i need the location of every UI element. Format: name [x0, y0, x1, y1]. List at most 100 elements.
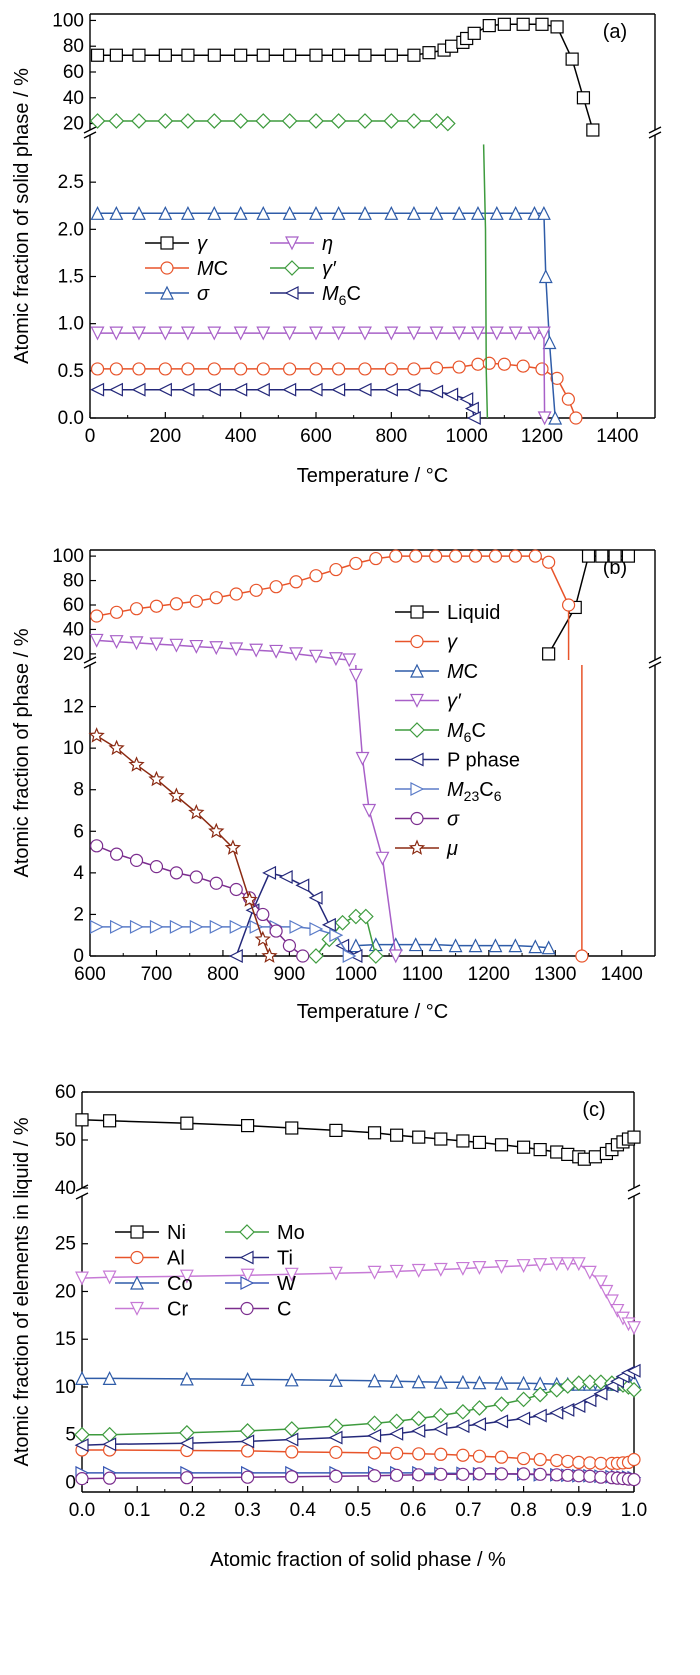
x-tick-label: 1200 — [468, 964, 510, 985]
data-point — [328, 1430, 343, 1445]
data-point — [455, 1261, 470, 1276]
data-point — [109, 847, 124, 861]
data-point — [561, 1147, 575, 1162]
legend-label: σ — [197, 283, 210, 305]
legend-label: M23C6 — [447, 779, 502, 804]
legend-label: Al — [167, 1248, 185, 1270]
legend-label: η — [322, 233, 333, 255]
data-point — [308, 890, 323, 905]
data-point — [357, 113, 373, 129]
y-tick-label: 100 — [52, 10, 84, 31]
data-point — [289, 575, 303, 589]
legend-label: Co — [167, 1273, 193, 1295]
data-point — [472, 1135, 487, 1150]
axis-break-mark — [648, 131, 662, 139]
data-point — [331, 382, 346, 397]
series-MC — [90, 356, 583, 425]
data-point — [533, 1467, 547, 1481]
data-point — [131, 113, 147, 129]
data-point — [561, 1454, 575, 1469]
data-point — [181, 362, 195, 376]
data-point — [358, 362, 372, 376]
data-point — [561, 1468, 575, 1482]
data-point — [390, 1128, 404, 1142]
series-σ — [90, 839, 310, 963]
data-point — [329, 928, 344, 943]
data-point — [471, 1400, 488, 1416]
data-point — [455, 1374, 470, 1389]
data-point — [452, 360, 466, 374]
data-point — [109, 605, 124, 619]
data-point — [412, 1447, 426, 1461]
series-line — [482, 144, 489, 419]
y-tick-label: 2.5 — [58, 172, 84, 193]
data-point — [229, 919, 244, 934]
legend-label: W — [277, 1273, 296, 1295]
data-point — [508, 205, 523, 220]
data-point — [366, 1415, 383, 1432]
axis-break-mark — [83, 656, 97, 664]
data-point — [537, 411, 552, 426]
legend-marker — [240, 1301, 254, 1316]
data-point — [282, 939, 297, 953]
data-point — [229, 587, 243, 601]
data-point — [282, 382, 297, 397]
legend-marker — [285, 236, 299, 251]
data-point — [256, 48, 270, 62]
data-point — [535, 17, 549, 31]
data-point — [470, 326, 485, 341]
data-point — [209, 876, 223, 890]
data-point — [109, 48, 123, 62]
data-point — [516, 1467, 531, 1481]
legend-label: γ′ — [447, 691, 462, 713]
x-tick-label: 0.3 — [234, 1500, 260, 1521]
data-point — [283, 48, 297, 62]
data-point — [284, 1432, 299, 1447]
data-point — [367, 1428, 382, 1443]
data-point — [604, 1294, 619, 1309]
data-point — [149, 637, 164, 652]
data-point — [508, 938, 523, 953]
legend-marker — [239, 1224, 255, 1240]
data-point — [262, 865, 277, 880]
data-point — [75, 1113, 89, 1127]
axis-break-mark — [83, 131, 97, 139]
data-point — [456, 1467, 470, 1481]
data-point — [444, 387, 459, 402]
series-line — [97, 23, 594, 131]
data-point — [129, 853, 144, 867]
data-point — [261, 947, 278, 963]
data-point — [321, 917, 336, 932]
data-point — [332, 362, 346, 376]
data-point — [516, 17, 530, 31]
data-point — [367, 1373, 382, 1388]
data-point — [309, 649, 323, 664]
x-tick-label: 0.0 — [69, 1500, 95, 1521]
data-point — [348, 668, 363, 683]
data-point — [508, 326, 523, 341]
data-point — [234, 48, 248, 62]
data-point — [281, 113, 298, 129]
data-point — [249, 643, 264, 658]
data-point — [586, 123, 600, 137]
data-point — [472, 1261, 487, 1275]
x-tick-label: 600 — [300, 426, 332, 447]
panel-label: (c) — [582, 1099, 605, 1121]
panel-label: (a) — [603, 21, 627, 43]
y-tick-label: 1.0 — [58, 314, 84, 335]
data-point — [224, 839, 242, 855]
data-point — [367, 1469, 382, 1483]
data-point — [179, 1269, 194, 1284]
data-point — [357, 205, 372, 220]
data-point — [561, 392, 575, 406]
axis-break-mark — [75, 1192, 89, 1200]
chart-panel-b: 600 700 800 900 1000 1100 1200 1300 140020406080… — [11, 546, 662, 1023]
x-tick-label: 1400 — [601, 964, 643, 985]
series-C — [75, 1467, 641, 1487]
data-point — [408, 937, 423, 952]
data-point — [109, 205, 124, 220]
data-point — [455, 1403, 471, 1420]
data-point — [429, 361, 444, 375]
data-point — [180, 1116, 194, 1130]
y-tick-label: 10 — [63, 738, 84, 759]
